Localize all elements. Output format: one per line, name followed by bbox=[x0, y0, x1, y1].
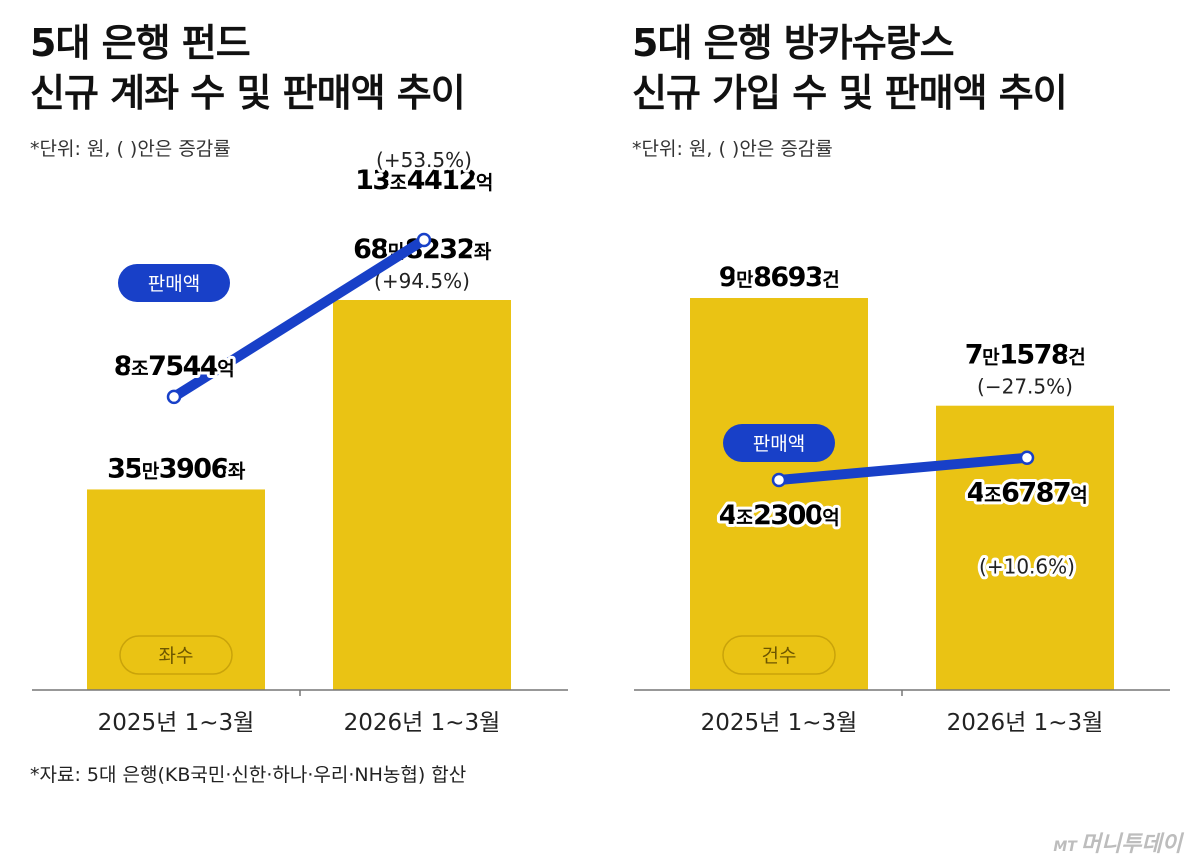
title-right: 5대 은행 방카슈랑스 신규 가입 수 및 판매액 추이 bbox=[632, 18, 1068, 118]
title-left: 5대 은행 펀드 신규 계좌 수 및 판매액 추이 bbox=[30, 18, 466, 118]
line-value-label-1-part2: 2300 bbox=[753, 500, 823, 531]
line-value-label-2: 13조4412억 bbox=[355, 165, 493, 196]
x-tick-label-2: 2026년 1~3월 bbox=[947, 710, 1104, 736]
bar-value-label-1: 35만3906좌 bbox=[107, 453, 246, 484]
bar-value-label-2-part3: 좌 bbox=[474, 241, 492, 263]
bar-change-label-2: (−27.5%) bbox=[977, 375, 1073, 399]
title-right-line2: 신규 가입 수 및 판매액 추이 bbox=[632, 71, 1068, 115]
bar-legend-text: 좌수 bbox=[159, 645, 194, 667]
line-판매액 bbox=[778, 452, 1028, 485]
title-right-line1: 5대 은행 방카슈랑스 bbox=[632, 21, 955, 65]
bar-value-label-1-part0: 9 bbox=[719, 262, 737, 293]
bar-건수-1 bbox=[690, 298, 868, 690]
bar-legend-badge bbox=[119, 635, 233, 675]
line-change-label-2: (+53.5%) bbox=[376, 148, 472, 172]
bar-value-label-2: 7만1578건 bbox=[965, 340, 1085, 371]
unit-note-left: *단위: 원, ( )안은 증감률 bbox=[30, 138, 231, 160]
logo-text: 머니투데이 bbox=[1080, 832, 1182, 857]
bar-건수-2 bbox=[936, 405, 1114, 690]
title-left-line2: 신규 계좌 수 및 판매액 추이 bbox=[30, 71, 466, 115]
x-tick-label-2: 2026년 1~3월 bbox=[344, 710, 501, 736]
bar-value-label-2-part2: 1578 bbox=[999, 340, 1069, 371]
line-value-label-1-part1: 조 bbox=[131, 358, 148, 380]
bar-좌수-1 bbox=[87, 489, 265, 690]
line-value-label-1-part3: 억 bbox=[822, 507, 839, 529]
bar-change-label-2: (+94.5%) bbox=[374, 269, 470, 293]
x-tick-label-1: 2025년 1~3월 bbox=[98, 710, 255, 736]
line-value-label-2-part0: 13 bbox=[355, 165, 390, 196]
line-판매액 bbox=[171, 235, 427, 402]
title-left-line1: 5대 은행 펀드 bbox=[30, 21, 251, 65]
line-value-label-1: 8조7544억 bbox=[114, 351, 234, 382]
publisher-logo: MT 머니투데이 bbox=[1053, 826, 1182, 858]
line-point-2 bbox=[1019, 450, 1035, 465]
line-value-label-1-part0: 4 bbox=[719, 500, 737, 531]
line-legend-badge bbox=[723, 424, 835, 462]
line-legend-badge bbox=[118, 264, 230, 302]
line-value-label-1-part0: 8 bbox=[114, 351, 132, 382]
bar-value-label-1-part1: 만 bbox=[142, 460, 160, 482]
bar-legend-text: 건수 bbox=[762, 645, 797, 667]
x-tick-label-1: 2025년 1~3월 bbox=[701, 710, 858, 736]
bar-value-label-2-part1: 만 bbox=[982, 347, 1000, 369]
bar-value-label-2-part3: 건 bbox=[1068, 347, 1085, 369]
logo-mark: MT bbox=[1053, 839, 1077, 855]
line-value-label-2-part0: 4 bbox=[967, 478, 985, 509]
line-legend-text: 판매액 bbox=[753, 433, 805, 455]
line-value-label-2-part3: 억 bbox=[476, 172, 493, 194]
line-change-label-2: (+10.6%) bbox=[979, 555, 1075, 579]
bar-legend-badge bbox=[722, 635, 836, 675]
bar-value-label-1-part1: 만 bbox=[736, 269, 754, 291]
unit-note-right: *단위: 원, ( )안은 증감률 bbox=[632, 138, 833, 160]
line-value-label-2-part2: 6787 bbox=[1001, 478, 1070, 509]
bar-value-label-1-part2: 8693 bbox=[753, 262, 822, 293]
line-value-label-1: 4조2300억 bbox=[719, 500, 839, 531]
bar-좌수-2 bbox=[333, 300, 511, 690]
bar-value-label-1: 9만8693건 bbox=[719, 262, 839, 293]
line-value-label-2-part3: 억 bbox=[1070, 485, 1087, 507]
bar-value-label-1-part2: 3906 bbox=[159, 453, 229, 484]
line-value-label-2: 4조6787억 bbox=[967, 478, 1087, 509]
bar-value-label-2-part0: 7 bbox=[965, 340, 982, 371]
line-point-2 bbox=[416, 232, 432, 248]
bar-value-label-1-part3: 건 bbox=[822, 269, 839, 291]
bar-value-label-1-part3: 좌 bbox=[228, 460, 246, 482]
bar-value-label-1-part0: 35 bbox=[107, 453, 142, 484]
line-value-label-2-part1: 조 bbox=[984, 485, 1001, 507]
line-point-1 bbox=[166, 389, 182, 405]
line-legend-text: 판매액 bbox=[148, 273, 200, 295]
line-value-label-1-part2: 7544 bbox=[148, 351, 218, 382]
line-value-label-1-part1: 조 bbox=[736, 507, 753, 529]
line-value-label-2-part2: 4412 bbox=[407, 165, 476, 196]
line-value-label-1-part3: 억 bbox=[217, 358, 234, 380]
source-note: *자료: 5대 은행(KB국민·신한·하나·우리·NH농협) 합산 bbox=[30, 764, 467, 786]
line-value-label-2-part1: 조 bbox=[390, 172, 407, 194]
line-point-1 bbox=[771, 472, 787, 488]
